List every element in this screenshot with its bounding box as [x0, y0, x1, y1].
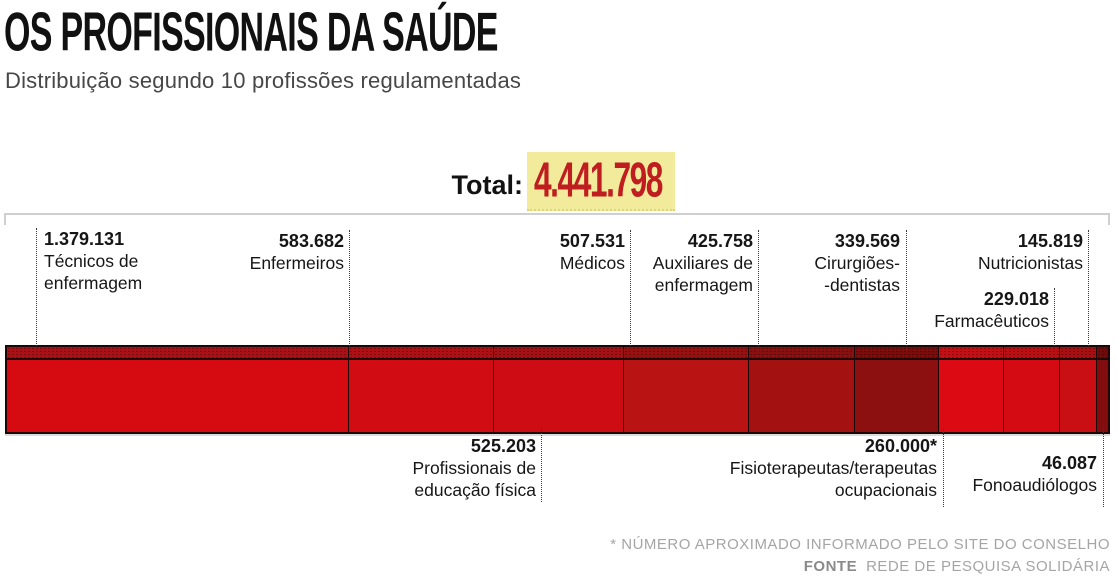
label-value-medicos: 507.531: [559, 231, 625, 251]
label-value-cirurgioes: 339.569: [834, 231, 900, 251]
bar-segment-strip-fisioterapeutas: [939, 347, 1003, 360]
bar-segment-strip-fonoaudiologos: [1096, 347, 1108, 360]
source-line: FONTE REDE DE PESQUISA SOLIDÁRIA: [804, 558, 1110, 575]
label-name-farmaceuticos-0: Farmacêuticos: [934, 311, 1049, 331]
label-name-auxiliares-0: Auxiliares de: [652, 253, 753, 273]
bar-segment-enfermeiros: [348, 347, 494, 432]
pointer-line-educacao-fisica: [541, 428, 542, 502]
label-value-tecnicos: 1.379.131: [44, 229, 125, 249]
label-fonoaudiologos: 46.087 Fonoaudiólogos: [972, 452, 1097, 496]
bar-segment-tecnicos: [7, 347, 349, 432]
pointer-line-cirurgioes: [906, 230, 907, 352]
label-name-nutricionistas-0: Nutricionistas: [977, 253, 1083, 273]
bar-segment-strip-medicos: [623, 347, 749, 360]
label-value-auxiliares: 425.758: [687, 231, 753, 251]
bar-segment-strip-auxiliares: [749, 347, 855, 360]
page-subtitle: Distribuição segundo 10 profissões regul…: [5, 68, 522, 93]
label-name-fonoaudiologos-0: Fonoaudiólogos: [972, 475, 1097, 495]
label-value-fonoaudiologos: 46.087: [1041, 453, 1097, 473]
bar-segment-farmaceuticos: [1003, 347, 1061, 432]
label-enfermeiros: 583.682 Enfermeiros: [250, 230, 344, 274]
label-name-cirurgioes-0: Cirurgiões-: [814, 253, 900, 273]
label-name-medicos-0: Médicos: [559, 253, 625, 273]
bar-segment-fonoaudiologos: [1096, 347, 1108, 432]
bar-segment-fisioterapeutas: [939, 347, 1004, 432]
label-name-auxiliares-1: enfermagem: [654, 275, 753, 295]
label-nutricionistas: 145.819 Nutricionistas: [978, 230, 1083, 274]
pointer-line-nutricionistas: [1088, 230, 1089, 352]
bar-segment-strip-enfermeiros: [348, 347, 493, 360]
bar-segment-nutricionistas: [1060, 347, 1097, 432]
pointer-line-auxiliares: [758, 230, 759, 352]
source-label: FONTE: [803, 558, 858, 575]
label-name-educacao-fisica-0: Profissionais de: [412, 458, 536, 478]
pointer-line-farmaceuticos: [1054, 288, 1055, 352]
bar-segment-strip-tecnicos: [7, 347, 348, 360]
chart-footnote: * NÚMERO APROXIMADO INFORMADO PELO SITE …: [610, 536, 1110, 553]
label-value-fisioterapeutas: 260.000*: [864, 436, 937, 456]
total-highlight: 4.441.798: [527, 152, 675, 211]
label-auxiliares: 425.758 Auxiliares de enfermagem: [653, 230, 753, 296]
label-educacao-fisica: 525.203 Profissionais de educação física: [412, 435, 536, 501]
bar-segment-strip-nutricionistas: [1060, 347, 1096, 360]
pointer-line-medicos: [630, 230, 631, 352]
bar-segment-strip-farmaceuticos: [1003, 347, 1060, 360]
bar-segment-medicos: [623, 347, 750, 432]
label-value-nutricionistas: 145.819: [1017, 231, 1083, 251]
label-value-enfermeiros: 583.682: [278, 231, 344, 251]
source-text: REDE DE PESQUISA SOLIDÁRIA: [866, 558, 1110, 575]
total-value: 4.441.798: [534, 152, 663, 208]
label-cirurgioes: 339.569 Cirurgiões- -dentistas: [814, 230, 900, 296]
label-name-fisioterapeutas-1: ocupacionais: [834, 480, 937, 500]
label-value-farmaceuticos: 229.018: [983, 289, 1049, 309]
stacked-bar: [5, 345, 1110, 434]
label-medicos: 507.531 Médicos: [560, 230, 625, 274]
chart-frame-rule: [4, 213, 1110, 225]
label-farmaceuticos: 229.018 Farmacêuticos: [934, 288, 1049, 332]
bar-segment-cirurgioes: [855, 347, 940, 432]
label-name-enfermeiros-0: Enfermeiros: [249, 253, 344, 273]
label-tecnicos: 1.379.131 Técnicos de enfermagem: [44, 228, 142, 294]
label-name-tecnicos-0: Técnicos de: [44, 251, 139, 271]
pointer-line-enfermeiros: [349, 230, 350, 352]
bar-segment-strip-cirurgioes: [855, 347, 939, 360]
label-name-tecnicos-1: enfermagem: [44, 273, 143, 293]
label-fisioterapeutas: 260.000* Fisioterapeutas/terapeutas ocupac…: [730, 435, 937, 501]
pointer-line-fonoaudiologos: [1103, 428, 1104, 507]
bar-segment-educacao-fisica: [493, 347, 624, 432]
total-label: Total:: [451, 170, 523, 200]
bar-segment-auxiliares: [749, 347, 856, 432]
pointer-line-fisioterapeutas: [943, 428, 944, 507]
bar-segment-strip-educacao-fisica: [493, 347, 623, 360]
label-value-educacao-fisica: 525.203: [470, 436, 536, 456]
label-name-educacao-fisica-1: educação física: [414, 480, 536, 500]
label-name-cirurgioes-1: -dentistas: [824, 275, 900, 295]
pointer-line-tecnicos: [36, 228, 37, 352]
page-title: OS PROFISSIONAIS DA SAÚDE: [4, 1, 498, 63]
label-name-fisioterapeutas-0: Fisioterapeutas/terapeutas: [729, 458, 937, 478]
